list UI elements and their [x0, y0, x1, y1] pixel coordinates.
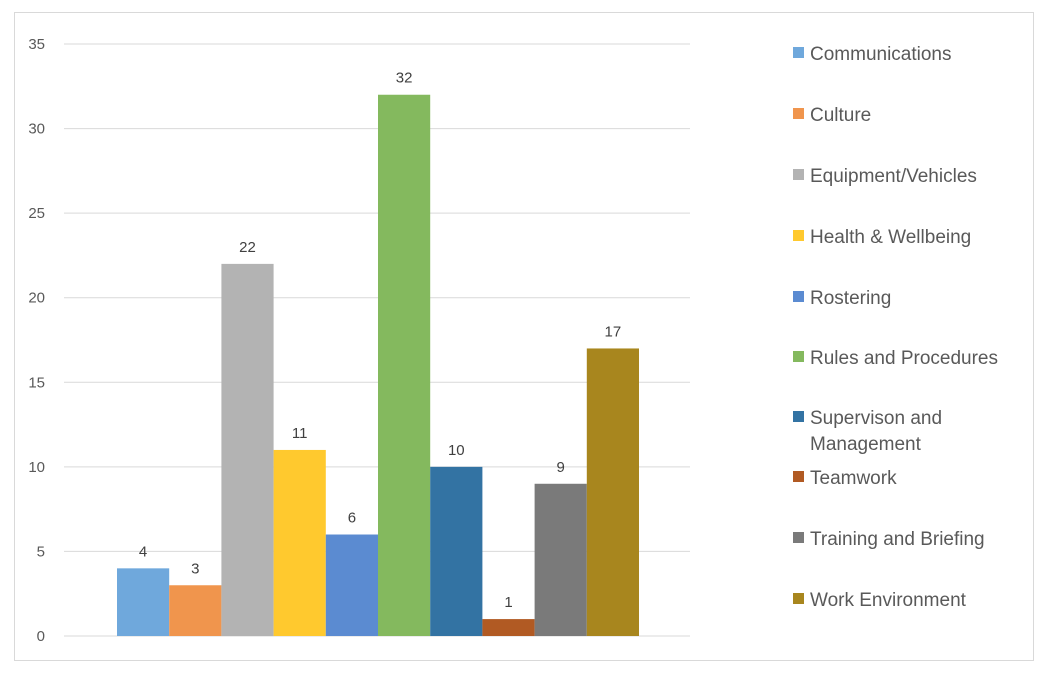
y-tick-label: 0: [37, 628, 45, 645]
legend-item: Rostering: [793, 286, 1025, 312]
data-label: 9: [557, 459, 565, 476]
legend-item: Health & Wellbeing: [793, 225, 1025, 251]
legend-label: Health & Wellbeing: [810, 227, 972, 248]
data-label: 22: [239, 239, 256, 256]
legend-swatch: [793, 351, 804, 362]
bar: [273, 449, 326, 636]
legend-swatch: [793, 169, 804, 180]
legend: Communications Culture Equipment/Vehicles H…: [793, 0, 1043, 685]
bar: [221, 263, 274, 636]
data-label: 10: [448, 442, 465, 459]
chart-frame: [14, 12, 1034, 661]
y-tick-label: 5: [37, 543, 45, 560]
bar: [378, 94, 431, 636]
legend-item: Communications: [793, 42, 1025, 68]
y-tick-label: 35: [28, 36, 45, 53]
bar: [325, 534, 378, 636]
data-label: 6: [348, 510, 356, 527]
legend-swatch: [793, 532, 804, 543]
legend-label: Teamwork: [810, 468, 897, 489]
legend-item: Equipment/Vehicles: [793, 164, 1025, 190]
legend-label: Culture: [810, 105, 872, 126]
bar: [586, 348, 639, 636]
bar: [534, 483, 587, 636]
data-label: 1: [504, 594, 512, 611]
legend-label: Work Environment: [810, 590, 966, 611]
legend-swatch: [793, 593, 804, 604]
data-label: 32: [396, 70, 413, 87]
bar: [430, 466, 483, 636]
legend-item: Teamwork: [793, 466, 1025, 492]
legend-label: Supervison and Management: [810, 408, 943, 455]
legend-item: Work Environment: [793, 588, 1025, 614]
data-label: 3: [191, 560, 199, 577]
legend-item: Culture: [793, 103, 1025, 129]
legend-swatch: [793, 47, 804, 58]
y-tick-label: 20: [28, 290, 45, 307]
legend-item: Supervison and Management: [793, 406, 1025, 458]
legend-label: Rules and Procedures: [810, 348, 998, 369]
y-tick-label: 25: [28, 205, 45, 222]
legend-item: Training and Briefing: [793, 527, 1025, 553]
y-tick-label: 10: [28, 459, 45, 476]
bar: [117, 568, 170, 636]
legend-label: Rostering: [810, 288, 892, 309]
legend-swatch: [793, 411, 804, 422]
bar: [482, 619, 535, 636]
legend-swatch: [793, 108, 804, 119]
legend-swatch: [793, 471, 804, 482]
data-label: 11: [292, 425, 308, 442]
data-label: 4: [139, 543, 147, 560]
legend-label: Equipment/Vehicles: [810, 166, 977, 187]
data-label: 17: [605, 323, 622, 340]
legend-swatch: [793, 230, 804, 241]
y-tick-label: 30: [28, 121, 45, 138]
legend-label: Training and Briefing: [810, 529, 985, 550]
y-tick-label: 15: [28, 374, 45, 391]
legend-item: Rules and Procedures: [793, 346, 1025, 372]
legend-label: Communications: [810, 44, 952, 65]
bar: [169, 585, 222, 636]
legend-swatch: [793, 291, 804, 302]
